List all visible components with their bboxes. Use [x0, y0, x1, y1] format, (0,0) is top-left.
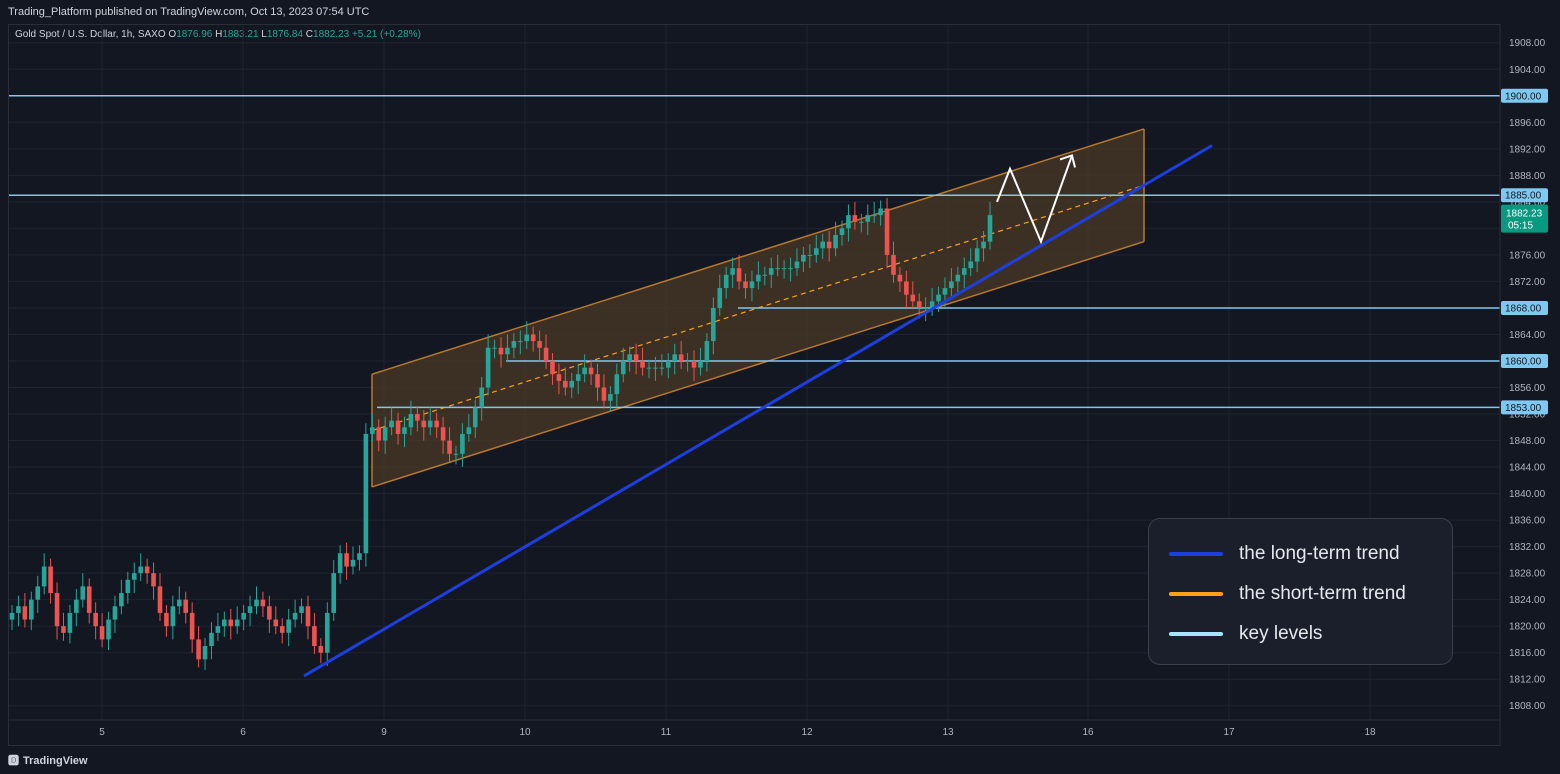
tradingview-logo-icon: 🅳	[8, 755, 19, 767]
change-value: +5.21 (+0.28%)	[351, 29, 421, 40]
legend-item-key-levels: key levels	[1169, 619, 1322, 649]
open-value: 1876.96	[176, 29, 213, 40]
currency-button[interactable]: USD	[1504, 28, 1546, 48]
publish-info: Trading_Platform published on TradingVie…	[0, 0, 1560, 24]
legend-item-long-trend: the long-term trend	[1169, 539, 1400, 569]
legend-swatch-orange	[1169, 592, 1223, 596]
legend-swatch-lightblue	[1169, 632, 1223, 636]
tradingview-logo[interactable]: 🅳 TradingView	[8, 752, 88, 768]
legend-item-short-trend: the short-term trend	[1169, 579, 1406, 609]
close-value: 1882.23	[313, 29, 350, 40]
low-value: 1876.84	[266, 29, 304, 40]
high-label: H	[215, 29, 223, 40]
open-label: O	[168, 29, 177, 40]
legend-swatch-blue	[1169, 552, 1223, 556]
close-label: C	[305, 29, 314, 40]
legend-label: the short-term trend	[1239, 583, 1406, 604]
footer-bar	[0, 746, 1560, 774]
low-label: L	[261, 29, 267, 40]
legend-box: the long-term trend the short-term trend…	[1148, 518, 1453, 665]
high-value: 1883.21	[222, 29, 259, 40]
legend-label: key levels	[1239, 623, 1323, 644]
brand-name: TradingView	[23, 755, 88, 767]
legend-label: the long-term trend	[1239, 543, 1400, 564]
symbol-info: Gold Spot / U.S. Dollar, 1h, SAXO O1876.…	[15, 28, 421, 42]
symbol-name: Gold Spot / U.S. Dollar, 1h, SAXO	[15, 29, 166, 40]
